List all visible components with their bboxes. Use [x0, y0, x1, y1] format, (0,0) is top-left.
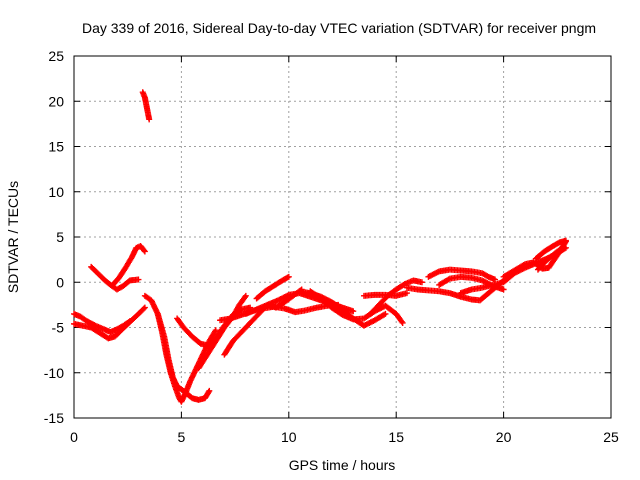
- series-track-19: [425, 266, 499, 283]
- x-tick-label: 5: [178, 429, 186, 445]
- data-point-marker: [135, 276, 142, 283]
- data-point-marker: [206, 387, 213, 394]
- data-point-marker: [382, 310, 389, 317]
- series-track-05: [139, 89, 153, 123]
- data-point-marker: [284, 274, 291, 281]
- data-point-marker: [559, 244, 566, 251]
- y-tick-label: -5: [52, 320, 65, 336]
- data-point-marker: [500, 286, 507, 293]
- data-point-marker: [418, 279, 425, 286]
- data-point-marker: [140, 305, 147, 312]
- data-point-marker: [141, 304, 148, 311]
- data-point-marker: [141, 247, 148, 254]
- series-track-02: [71, 304, 148, 342]
- x-tick-label: 15: [388, 429, 404, 445]
- y-tick-label: 25: [48, 48, 64, 64]
- data-point-marker: [398, 318, 405, 325]
- axis-ticks: 0 5 10 15 20 25 -15 -10 -5 0 5 10 15 20 25: [44, 48, 619, 445]
- series-track-24: [534, 243, 567, 273]
- data-point-marker: [403, 290, 410, 297]
- series-track-23: [532, 237, 569, 262]
- x-tick-label: 0: [70, 429, 78, 445]
- data-point-marker: [242, 292, 249, 299]
- data-point-marker: [399, 319, 406, 326]
- data-points: [71, 89, 569, 405]
- series-track-17: [367, 277, 425, 317]
- x-tick-label: 10: [281, 429, 297, 445]
- data-point-marker: [205, 389, 212, 396]
- series-track-15: [307, 288, 406, 326]
- x-tick-label: 25: [603, 429, 619, 445]
- series-track-07: [154, 310, 213, 403]
- series-track-20: [436, 273, 507, 293]
- y-tick-label: -15: [44, 410, 64, 426]
- y-tick-label: -10: [44, 365, 64, 381]
- grid-lines: [74, 56, 611, 418]
- y-tick-label: 10: [48, 184, 64, 200]
- series-track-04: [109, 243, 148, 288]
- y-tick-label: 15: [48, 139, 64, 155]
- chart-title: Day 339 of 2016, Sidereal Day-to-day VTE…: [82, 20, 596, 36]
- series-track-03: [88, 263, 142, 293]
- x-tick-label: 20: [496, 429, 512, 445]
- series-track-13: [253, 273, 292, 302]
- series-track-09: [195, 292, 249, 372]
- data-point-marker: [562, 237, 569, 244]
- data-point-marker: [212, 327, 219, 334]
- y-tick-label: 20: [48, 93, 64, 109]
- y-tick-label: 0: [56, 274, 64, 290]
- data-point-marker: [350, 308, 357, 315]
- data-point-marker: [241, 294, 248, 301]
- data-point-marker: [492, 276, 499, 283]
- y-axis-label: SDTVAR / TECUs: [5, 181, 21, 293]
- data-point-marker: [560, 243, 567, 250]
- data-point-marker: [285, 273, 292, 280]
- x-axis-label: GPS time / hours: [289, 457, 396, 473]
- data-point-marker: [141, 248, 148, 255]
- data-point-marker: [146, 116, 153, 123]
- y-tick-label: 5: [56, 229, 64, 245]
